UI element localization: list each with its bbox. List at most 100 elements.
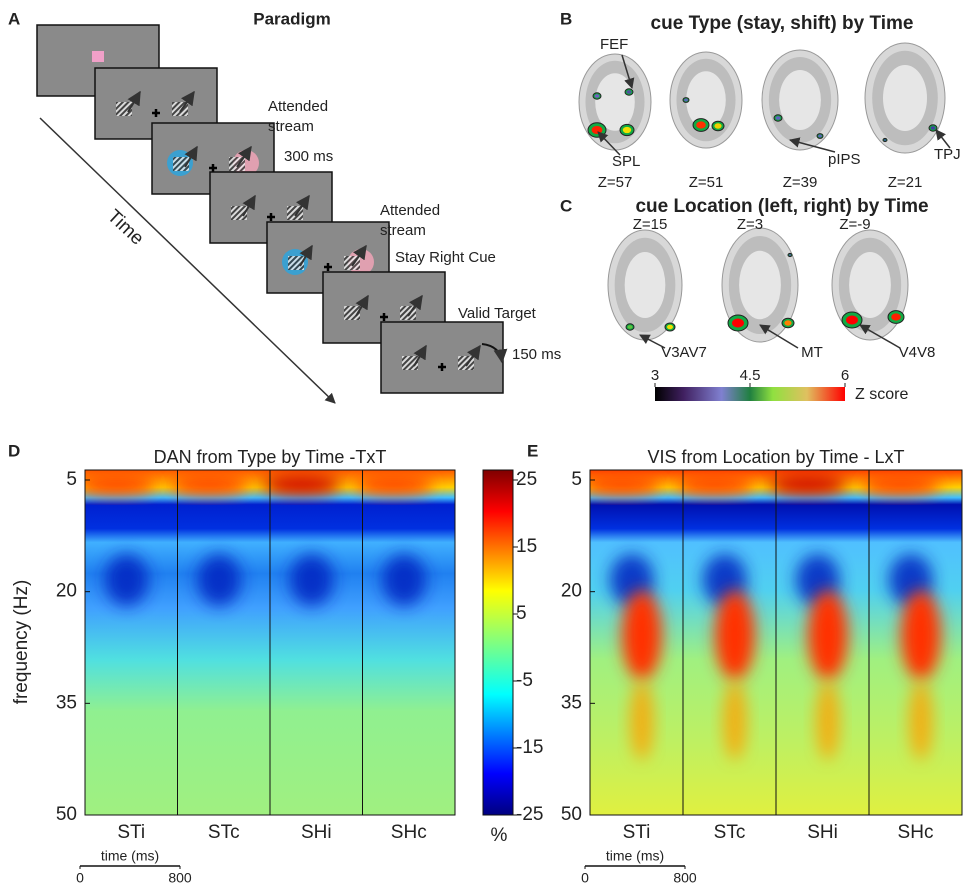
blob xyxy=(105,554,149,606)
region-label: FEF xyxy=(600,36,628,53)
activation xyxy=(776,116,781,120)
blob xyxy=(582,475,662,495)
panel-letter: C xyxy=(560,196,572,215)
activation xyxy=(732,319,744,328)
colorbar-tick-label: -15 xyxy=(516,737,543,758)
y-tick-label: 50 xyxy=(561,804,582,825)
blob xyxy=(169,475,249,495)
time-tick-label: 0 xyxy=(76,870,84,886)
screen xyxy=(381,322,503,393)
activation xyxy=(667,325,673,330)
time-tick-label: 800 xyxy=(673,870,697,886)
region-label: MT xyxy=(801,344,823,361)
blob xyxy=(262,475,342,495)
condition-label: SHc xyxy=(391,822,427,843)
slice-label: Z=3 xyxy=(737,216,763,233)
cue-square xyxy=(92,51,104,62)
blob xyxy=(622,590,662,680)
blob xyxy=(861,475,941,495)
blob xyxy=(768,475,848,495)
colorbar-unit: % xyxy=(491,825,508,846)
panel-title: cue Type (stay, shift) by Time xyxy=(651,13,914,34)
y-tick-label: 5 xyxy=(66,469,77,490)
colorbar-label: Z score xyxy=(855,386,908,403)
condition-label: SHc xyxy=(898,822,934,843)
time-scale-label: time (ms) xyxy=(101,848,159,864)
panel-title: VIS from Location by Time - LxT xyxy=(647,447,904,467)
brain-matter xyxy=(883,65,927,131)
time-axis-label: Time xyxy=(103,206,148,250)
region-label: TPJ xyxy=(934,146,961,163)
condition-label: STi xyxy=(623,822,651,843)
annotation: Valid Target xyxy=(458,305,537,322)
activation xyxy=(846,316,858,325)
activation xyxy=(789,254,791,256)
time-tick-label: 800 xyxy=(168,870,192,886)
region-label: pIPS xyxy=(828,151,861,168)
colorbar-tick-label: 5 xyxy=(516,603,527,624)
activation xyxy=(784,320,791,325)
brain-matter xyxy=(779,70,821,130)
annotation: stream xyxy=(268,118,314,135)
y-tick-label: 35 xyxy=(561,692,582,713)
brain-matter xyxy=(625,252,666,318)
colorbar-tick-label: 15 xyxy=(516,536,537,557)
time-scale-label: time (ms) xyxy=(606,848,664,864)
blob xyxy=(197,554,241,606)
annotation: 150 ms xyxy=(512,346,561,363)
annotation: Attended xyxy=(380,202,440,219)
activation xyxy=(627,90,632,94)
colorbar xyxy=(483,470,513,815)
condition-label: SHi xyxy=(807,822,838,843)
slice-label: Z=21 xyxy=(888,174,923,191)
annotation: stream xyxy=(380,222,426,239)
brain-matter xyxy=(595,73,635,131)
y-tick-label: 20 xyxy=(561,581,582,602)
panel-title: cue Location (left, right) by Time xyxy=(635,196,928,217)
slice-label: Z=39 xyxy=(783,174,818,191)
time-tick-label: 0 xyxy=(581,870,589,886)
panel-title: Paradigm xyxy=(253,9,330,28)
panel-letter: D xyxy=(8,441,20,460)
activation xyxy=(818,135,822,138)
slice-label: Z=51 xyxy=(689,174,724,191)
activation xyxy=(684,99,688,102)
region-label: V3AV7 xyxy=(661,344,707,361)
activation xyxy=(696,121,706,128)
blob xyxy=(354,475,434,495)
brain-matter xyxy=(849,252,891,318)
blob xyxy=(77,475,157,495)
condition-label: STi xyxy=(117,822,145,843)
y-tick-label: 35 xyxy=(56,692,77,713)
blob xyxy=(675,475,755,495)
region-label: SPL xyxy=(612,153,640,170)
activation xyxy=(884,139,886,141)
annotation: 300 ms xyxy=(284,148,333,165)
slice-label: Z=15 xyxy=(633,216,668,233)
colorbar-tick-label: 6 xyxy=(841,367,849,384)
y-tick-label: 50 xyxy=(56,804,77,825)
blob xyxy=(901,590,941,680)
annotation: Stay Right Cue xyxy=(395,249,496,266)
blob xyxy=(630,680,654,760)
blob xyxy=(909,680,933,760)
slice-label: Z=-9 xyxy=(839,216,870,233)
slice-label: Z=57 xyxy=(598,174,633,191)
activation xyxy=(623,127,631,133)
y-tick-label: 5 xyxy=(571,469,582,490)
colorbar-tick-label: 25 xyxy=(516,469,537,490)
brain-matter xyxy=(739,251,781,319)
activation xyxy=(891,313,901,320)
colorbar-tick-label: 4.5 xyxy=(740,367,761,384)
blob xyxy=(808,590,848,680)
annotation: Attended xyxy=(268,98,328,115)
activation xyxy=(931,126,936,130)
activation xyxy=(714,123,721,128)
blob xyxy=(382,554,426,606)
heatmap xyxy=(582,470,962,815)
panel-letter: A xyxy=(8,9,20,28)
colorbar-tick-label: -5 xyxy=(516,670,533,691)
activation xyxy=(592,126,603,134)
y-axis-label: frequency (Hz) xyxy=(11,580,32,705)
panel-letter: B xyxy=(560,9,572,28)
